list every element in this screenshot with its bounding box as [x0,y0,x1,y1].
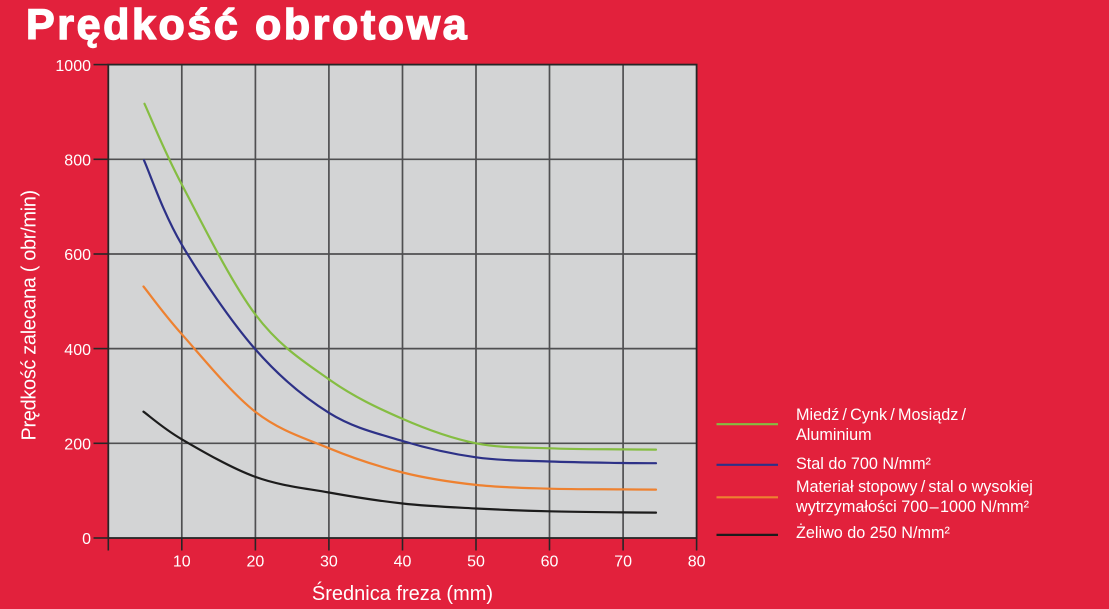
svg-text:1000: 1000 [55,58,91,75]
svg-text:400: 400 [64,342,91,359]
svg-text:200: 200 [64,437,91,454]
svg-text:40: 40 [394,554,412,571]
svg-text:600: 600 [64,247,91,264]
svg-text:0: 0 [82,531,91,548]
svg-text:60: 60 [541,554,559,571]
svg-text:10: 10 [173,554,191,571]
svg-text:50: 50 [467,554,485,571]
svg-text:80: 80 [688,554,706,571]
svg-text:30: 30 [320,554,338,571]
svg-text:800: 800 [64,153,91,170]
svg-text:20: 20 [247,554,265,571]
svg-text:70: 70 [614,554,632,571]
